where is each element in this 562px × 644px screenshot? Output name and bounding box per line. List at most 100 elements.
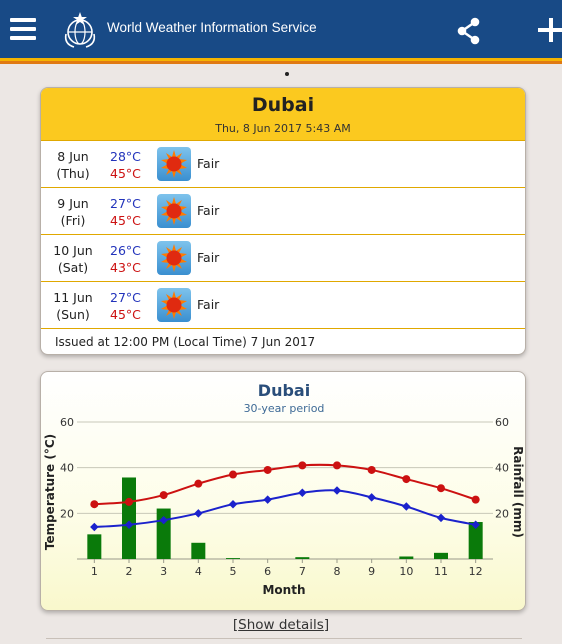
max-temp-point <box>159 491 168 500</box>
forecast-day: 11 Jun (Sun) <box>41 289 105 323</box>
forecast-date: 9 Jun <box>57 196 89 211</box>
climate-period: 30-year period <box>243 402 325 415</box>
climate-card: 20 20 40 40 60 60 1 2 3 4 5 6 7 8 9 10 11 12 Month Temperat… <box>40 371 526 611</box>
rainfall-bar <box>122 477 136 559</box>
forecast-issued-datetime: Thu, 8 Jun 2017 5:43 AM <box>215 122 351 135</box>
y-tick-label-right: 20 <box>495 507 509 520</box>
forecast-date: 8 Jun <box>57 149 89 164</box>
min-temp-point <box>159 515 168 525</box>
min-temp-point <box>228 499 238 509</box>
min-temp-point <box>402 502 411 511</box>
forecast-min-temp: 28°C <box>110 149 141 164</box>
x-tick-label: 2 <box>126 565 133 578</box>
header-stripe <box>0 58 562 64</box>
forecast-condition: Fair <box>197 250 220 265</box>
max-temp-point <box>263 465 272 474</box>
forecast-min-temp: 26°C <box>110 243 141 258</box>
rainfall-bar <box>468 522 483 559</box>
x-tick-label: 5 <box>230 565 237 578</box>
show-details-link[interactable]: Show details <box>238 617 324 633</box>
forecast-weekday: (Thu) <box>56 166 90 181</box>
divider <box>46 638 522 639</box>
rainfall-bar <box>191 542 206 559</box>
hamburger-menu-icon[interactable] <box>10 18 36 40</box>
y-tick-label-left: 20 <box>60 507 74 520</box>
plus-icon[interactable] <box>538 17 562 43</box>
forecast-row: 8 Jun (Thu) 28°C 45°C Fair <box>41 141 525 188</box>
min-temp-line <box>94 489 476 529</box>
sun-icon <box>157 194 191 228</box>
forecast-day: 10 Jun (Sat) <box>41 242 105 276</box>
details-bracket-close: ] <box>323 617 330 633</box>
forecast-weekday: (Sat) <box>57 260 89 275</box>
forecast-condition: Fair <box>197 156 220 171</box>
max-temp-point <box>125 497 133 506</box>
x-tick-label: 3 <box>160 565 167 578</box>
forecast-weekday: (Sun) <box>56 307 90 322</box>
forecast-row: 9 Jun (Fri) 27°C 45°C Fair <box>41 188 525 235</box>
min-temp-point <box>471 520 480 529</box>
forecast-temps: 26°C 43°C <box>110 242 141 276</box>
forecast-row: 11 Jun (Sun) 27°C 45°C Fair <box>41 282 525 329</box>
wmo-emblem-icon <box>64 12 96 48</box>
min-temp-point <box>90 522 99 532</box>
y-axis-title-right: Rainfall (mm) <box>511 446 525 538</box>
rainfall-bar <box>87 534 102 559</box>
max-temp-point <box>229 470 237 479</box>
details-bracket-open: [ <box>232 617 239 633</box>
y-tick-label-left: 40 <box>60 462 74 475</box>
forecast-max-temp: 45°C <box>110 213 141 228</box>
max-temp-point <box>437 484 445 493</box>
forecast-issued-note: Issued at 12:00 PM (Local Time) 7 Jun 20… <box>55 335 316 349</box>
forecast-weekday: (Fri) <box>60 213 86 228</box>
y-tick-label-right: 40 <box>495 462 509 475</box>
page-indicator-dot <box>285 72 289 76</box>
min-temp-point <box>436 513 446 523</box>
x-tick-label: 9 <box>368 565 375 578</box>
forecast-max-temp: 45°C <box>110 166 141 181</box>
forecast-city-name: Dubai <box>251 94 315 116</box>
forecast-card: Dubai Thu, 8 Jun 2017 5:43 AM 8 Jun (Thu)… <box>40 87 526 355</box>
forecast-max-temp: 45°C <box>110 307 141 322</box>
share-icon[interactable] <box>456 17 482 45</box>
x-tick-label: 8 <box>334 565 341 578</box>
rainfall-bar <box>399 556 414 559</box>
max-temp-point <box>194 479 203 488</box>
app-header: World Weather Information Service <box>0 0 562 60</box>
x-axis-title: Month <box>262 583 305 597</box>
sun-icon <box>157 147 191 181</box>
rainfall-bar <box>295 557 310 559</box>
forecast-condition: Fair <box>197 203 220 218</box>
forecast-day: 9 Jun (Fri) <box>41 195 105 229</box>
x-tick-label: 12 <box>469 565 483 578</box>
forecast-condition: Fair <box>197 297 220 312</box>
x-tick-label: 1 <box>91 565 98 578</box>
y-tick-label-left: 60 <box>60 416 74 429</box>
x-tick-label: 4 <box>195 565 202 578</box>
max-temp-point <box>367 465 376 474</box>
min-temp-point <box>332 486 342 495</box>
max-temp-point <box>402 475 411 484</box>
forecast-min-temp: 27°C <box>110 196 141 211</box>
min-temp-point <box>194 509 203 518</box>
x-tick-label: 10 <box>399 565 413 578</box>
y-axis-title-left: Temperature (°C) <box>43 434 57 550</box>
forecast-header: Dubai Thu, 8 Jun 2017 5:43 AM <box>41 88 525 141</box>
rainfall-bar <box>226 558 240 559</box>
sun-icon <box>157 241 191 275</box>
app-title: World Weather Information Service <box>107 20 317 35</box>
x-tick-label: 11 <box>434 565 448 578</box>
x-tick-label: 7 <box>299 565 306 578</box>
min-temp-point <box>367 493 376 502</box>
rainfall-bar <box>434 552 448 559</box>
y-tick-label-right: 60 <box>495 416 509 429</box>
forecast-temps: 27°C 45°C <box>110 195 141 229</box>
forecast-day: 8 Jun (Thu) <box>41 148 105 182</box>
min-temp-point <box>298 488 307 498</box>
forecast-date: 11 Jun <box>53 290 93 305</box>
forecast-min-temp: 27°C <box>110 290 141 305</box>
forecast-temps: 27°C 45°C <box>110 289 141 323</box>
x-tick-label: 6 <box>264 565 271 578</box>
max-temp-point <box>90 500 99 509</box>
